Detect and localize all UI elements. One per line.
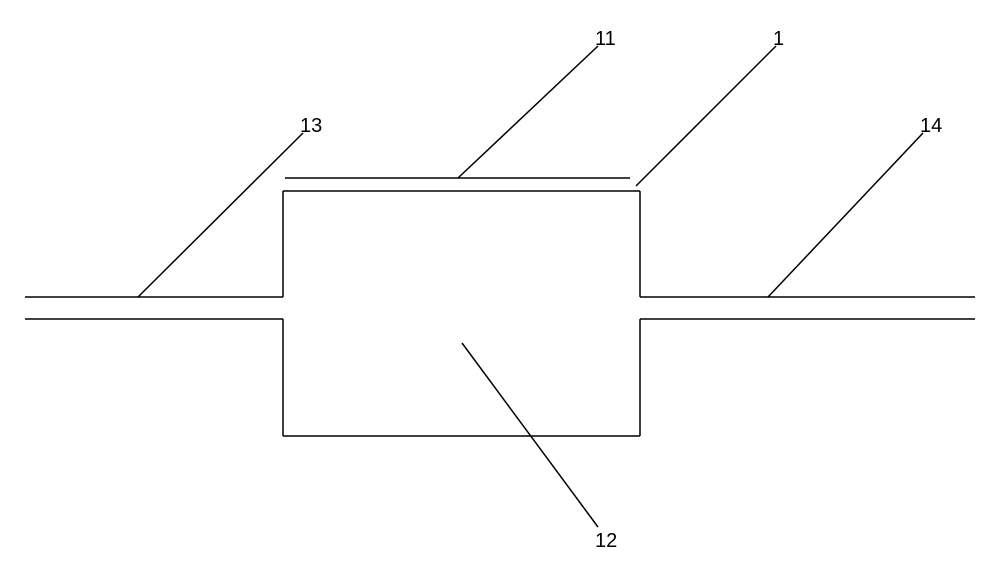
callout-line-11 <box>458 46 598 178</box>
callout-line-13 <box>138 133 303 297</box>
callout-label-12: 12 <box>595 530 617 553</box>
callout-line-12 <box>462 343 598 527</box>
callout-line-14 <box>768 133 923 297</box>
callout-label-13: 13 <box>300 115 322 138</box>
callout-label-11: 11 <box>595 28 616 51</box>
callout-label-14: 14 <box>920 115 942 138</box>
schematic-canvas <box>0 0 1000 563</box>
callout-line-1 <box>636 46 776 186</box>
callout-label-1: 1 <box>773 28 784 51</box>
